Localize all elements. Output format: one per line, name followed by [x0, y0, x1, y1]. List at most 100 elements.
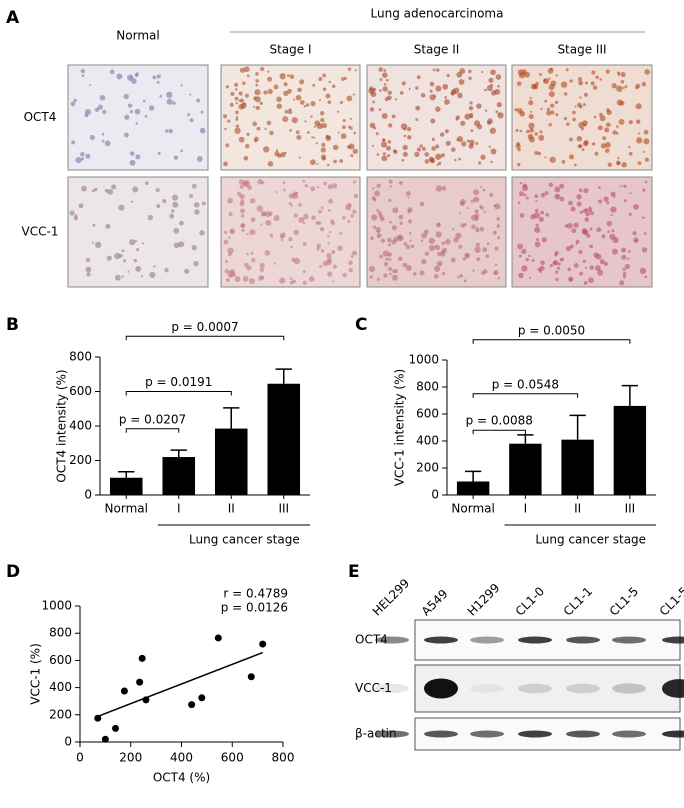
cell — [497, 276, 501, 280]
cell — [80, 157, 85, 161]
trend-line — [97, 651, 263, 718]
cell — [129, 159, 136, 166]
cell — [483, 269, 488, 274]
cell — [308, 276, 315, 282]
cell — [225, 143, 230, 148]
cell — [133, 258, 138, 263]
cell — [541, 237, 547, 243]
micrograph — [67, 176, 209, 288]
cell — [497, 84, 500, 88]
cell — [616, 161, 621, 166]
cell — [224, 127, 227, 131]
cell — [584, 217, 590, 222]
cell — [437, 161, 442, 165]
cell — [192, 183, 197, 189]
cell — [491, 90, 497, 96]
cell — [283, 82, 288, 87]
cell — [623, 184, 627, 188]
cell — [141, 242, 145, 245]
blot-band — [375, 730, 409, 738]
cell — [543, 78, 550, 85]
cell — [563, 92, 568, 96]
cell — [429, 81, 435, 87]
cell — [444, 129, 449, 134]
cell — [410, 244, 415, 249]
cell — [249, 229, 256, 236]
cell — [263, 146, 270, 153]
cell — [437, 222, 441, 226]
cell — [135, 122, 138, 125]
cell — [576, 135, 583, 142]
cell — [579, 271, 584, 276]
cell — [280, 238, 284, 242]
p-value: p = 0.0050 — [518, 323, 585, 337]
cell — [296, 134, 302, 140]
cell — [320, 206, 324, 210]
cell — [259, 101, 263, 105]
cell — [599, 115, 606, 122]
cell — [480, 185, 483, 188]
cell — [352, 93, 355, 96]
cell — [129, 110, 134, 114]
p-value: p = 0.0207 — [119, 412, 186, 426]
cell — [240, 199, 245, 204]
cell — [69, 210, 75, 216]
cell — [243, 179, 249, 186]
cell — [303, 213, 309, 220]
cell — [123, 132, 129, 138]
cell — [370, 91, 377, 98]
point — [214, 634, 222, 642]
cell — [385, 257, 389, 261]
cell — [607, 162, 613, 167]
cell — [407, 196, 410, 199]
cell — [453, 237, 459, 243]
cell — [250, 251, 254, 255]
cell — [548, 77, 551, 80]
cell — [644, 69, 650, 75]
cell — [259, 262, 265, 268]
cell — [109, 69, 115, 75]
cell — [124, 114, 130, 120]
cell — [255, 72, 259, 76]
cell — [435, 85, 442, 92]
cell — [475, 228, 480, 233]
cell — [570, 206, 576, 212]
cell — [313, 136, 316, 139]
blot-band — [662, 730, 684, 738]
cell — [264, 127, 267, 130]
cell — [520, 181, 523, 185]
cell — [416, 75, 421, 80]
cell — [231, 272, 236, 278]
cell — [455, 232, 462, 239]
comparison-bracket — [472, 393, 579, 398]
cell — [274, 151, 280, 157]
cell — [601, 234, 606, 239]
cell — [380, 141, 388, 148]
cell — [101, 132, 105, 136]
cell — [627, 257, 630, 261]
cell — [386, 154, 391, 158]
comparison-bracket — [125, 335, 285, 341]
x-tick-label: I — [177, 502, 181, 516]
cell — [287, 109, 293, 115]
cell — [575, 239, 580, 244]
cell — [381, 113, 388, 119]
cell — [382, 86, 388, 92]
cell — [546, 110, 552, 116]
cell — [314, 120, 320, 126]
cell — [555, 195, 559, 198]
cell — [81, 74, 85, 78]
point — [136, 678, 144, 686]
x-axis-label: OCT4 (%) — [153, 771, 210, 785]
cell — [240, 214, 245, 218]
cell — [548, 182, 554, 188]
cell — [114, 274, 121, 281]
cell — [123, 93, 129, 100]
cell — [534, 132, 538, 136]
cell — [402, 151, 408, 157]
cell — [169, 213, 175, 219]
cell — [391, 114, 396, 119]
cell — [442, 83, 449, 90]
cell — [419, 270, 425, 276]
cell — [378, 108, 382, 111]
